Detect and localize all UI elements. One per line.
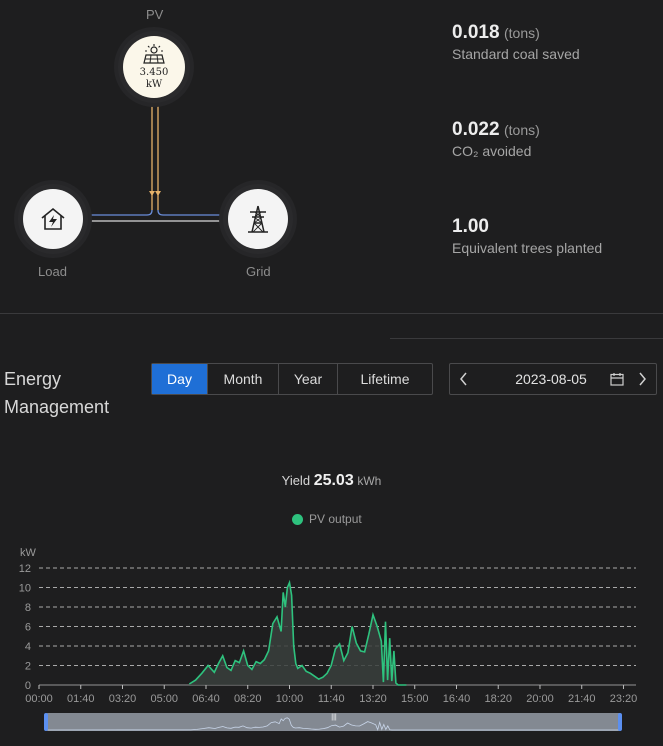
pv-node[interactable]: 3.450 kW (118, 31, 190, 103)
house-lightning-icon (41, 207, 65, 230)
zoom-handle-left[interactable] (44, 713, 48, 731)
stat-description: Standard coal saved (452, 46, 580, 62)
x-tick-label: 00:00 (25, 693, 53, 705)
chart-legend[interactable]: PV output (292, 512, 362, 526)
y-axis-ticks: 0 2 4 6 8 10 12 (19, 563, 31, 692)
y-axis-unit: kW (20, 547, 37, 559)
stat-value: 0.022 (452, 119, 500, 140)
stat-value: 0.018 (452, 22, 500, 43)
solar-panel-icon (143, 44, 165, 64)
stat-value: 1.00 (452, 216, 489, 237)
load-node-inner (23, 189, 83, 249)
zoom-slider-track (46, 713, 621, 731)
x-tick-label: 21:40 (568, 693, 596, 705)
y-tick-label: 0 (25, 680, 31, 692)
y-tick-label: 2 (25, 661, 31, 673)
stat-trees-planted: 1.00 Equivalent trees planted (452, 216, 602, 256)
period-tabs: Day Month Year Lifetime (151, 363, 433, 395)
x-axis-ticks: 00:00 01:40 03:20 05:00 06:40 08:20 10:00 11:40… (25, 685, 637, 705)
date-picker: 2023-08-05 (449, 363, 657, 395)
calendar-button[interactable] (606, 372, 628, 386)
stat-coal-saved: 0.018 (tons) Standard coal saved (452, 22, 580, 62)
x-tick-label: 18:20 (484, 693, 512, 705)
x-tick-label: 23:20 (610, 693, 638, 705)
load-node[interactable] (18, 184, 88, 254)
chevron-left-icon (460, 372, 467, 386)
legend-label: PV output (309, 512, 362, 526)
pv-output-area (189, 582, 407, 685)
power-tower-icon (248, 205, 268, 233)
previous-date-button[interactable] (450, 364, 478, 394)
pv-node-inner: 3.450 kW (123, 36, 185, 98)
grid-node[interactable] (223, 184, 293, 254)
section-divider (390, 338, 663, 339)
grid-label: Grid (246, 264, 271, 279)
x-tick-label: 06:40 (192, 693, 220, 705)
yield-label: Yield (281, 473, 311, 488)
x-tick-label: 20:00 (526, 693, 554, 705)
chevron-right-icon (639, 372, 646, 386)
y-tick-label: 6 (25, 622, 31, 634)
zoom-slider: ||| (44, 713, 622, 731)
y-tick-label: 4 (25, 641, 31, 653)
tab-month[interactable]: Month (208, 364, 279, 394)
flow-lines (86, 98, 225, 222)
tab-lifetime[interactable]: Lifetime (360, 371, 410, 387)
stat-unit: (tons) (504, 25, 540, 41)
section-divider (0, 313, 663, 314)
pv-label: PV (146, 7, 164, 22)
pv-power-value: 3.450 (139, 67, 169, 78)
zoom-slider-preview (45, 717, 621, 731)
x-tick-label: 11:40 (318, 693, 345, 705)
x-tick-label: 13:20 (359, 693, 387, 705)
x-tick-label: 01:40 (67, 693, 95, 705)
calendar-icon (610, 373, 624, 386)
y-tick-label: 12 (19, 563, 31, 575)
yield-value: 25.03 (313, 472, 354, 489)
x-tick-label: 05:00 (150, 693, 178, 705)
yield-unit: kWh (357, 474, 382, 488)
x-tick-label: 08:20 (234, 693, 262, 705)
energy-management-title: Energy Management (4, 369, 110, 417)
grid-node-inner (228, 189, 288, 249)
y-tick-label: 10 (19, 583, 31, 595)
date-input[interactable]: 2023-08-05 (515, 371, 587, 387)
zoom-handle-right[interactable] (618, 713, 622, 731)
x-tick-label: 16:40 (443, 693, 471, 705)
stat-description: Equivalent trees planted (452, 240, 603, 256)
yield-summary: Yield 25.03 kWh (0, 472, 663, 490)
x-tick-label: 10:00 (276, 693, 304, 705)
stat-unit: (tons) (504, 122, 540, 138)
tab-year[interactable]: Year (279, 364, 338, 394)
load-label: Load (38, 264, 67, 279)
energy-flow-diagram: PV 3.450 kW Load (0, 0, 320, 300)
next-date-button[interactable] (628, 364, 656, 394)
chart-grid (39, 567, 636, 686)
zoom-slider-grip[interactable]: ||| (331, 714, 337, 721)
x-tick-label: 03:20 (109, 693, 137, 705)
tab-day[interactable]: Day (152, 364, 208, 394)
x-tick-label: 15:00 (401, 693, 429, 705)
legend-marker (292, 513, 303, 525)
y-tick-label: 8 (25, 602, 31, 614)
stat-description: CO₂ avoided (452, 143, 532, 159)
pv-output-line (188, 579, 407, 686)
stat-co2-avoided: 0.022 (tons) CO₂ avoided (452, 119, 540, 159)
pv-power-unit: kW (145, 79, 163, 90)
